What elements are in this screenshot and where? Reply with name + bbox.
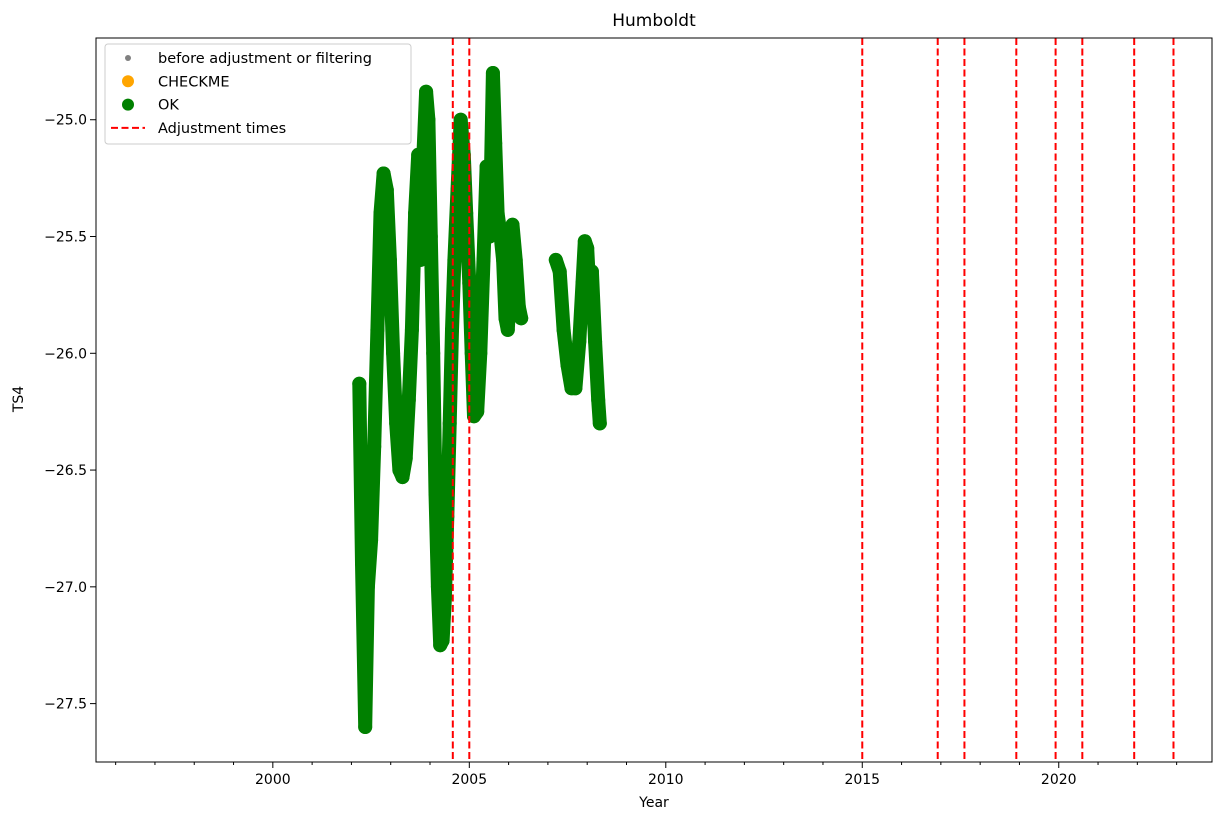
data-point xyxy=(352,376,367,391)
y-tick-label: −26.0 xyxy=(44,346,87,362)
data-point xyxy=(493,229,508,244)
data-point xyxy=(498,311,513,326)
data-point xyxy=(355,556,369,571)
data-point xyxy=(548,252,563,267)
data-point xyxy=(580,241,595,256)
data-point xyxy=(435,633,450,648)
data-point xyxy=(503,276,518,291)
data-point xyxy=(423,229,438,244)
x-axis: 2000 2005 2010 2015 2020 xyxy=(115,762,1178,788)
data-point xyxy=(376,166,391,181)
data-point xyxy=(470,404,485,419)
data-point xyxy=(398,451,413,466)
data-point xyxy=(379,182,394,197)
y-tick-label: −26.5 xyxy=(44,463,87,479)
data-point xyxy=(445,322,459,337)
data-point xyxy=(568,381,583,396)
data-point xyxy=(411,147,426,162)
legend-marker-ok xyxy=(122,98,134,111)
y-tick-label: −27.5 xyxy=(44,697,87,713)
data-point xyxy=(382,252,397,267)
legend-marker-checkme xyxy=(122,75,134,88)
legend-label: Adjustment times xyxy=(158,121,286,137)
data-point xyxy=(358,720,373,734)
x-tick-label: 2020 xyxy=(1041,772,1077,788)
data-point xyxy=(421,112,436,127)
data-point xyxy=(473,346,488,361)
data-point xyxy=(496,252,511,267)
data-point xyxy=(428,486,443,501)
data-point xyxy=(447,252,462,267)
legend-marker-before-adjustment xyxy=(125,55,131,61)
data-point xyxy=(370,322,385,337)
data-point xyxy=(505,217,520,232)
data-point xyxy=(386,346,401,361)
x-tick-label: 2005 xyxy=(451,772,487,788)
data-point xyxy=(500,322,515,337)
y-axis: −27.5 −27.0 −26.5 −26.0 −25.5 −25.0 xyxy=(44,113,96,713)
y-tick-label: −27.0 xyxy=(44,580,87,596)
data-point xyxy=(437,591,452,606)
data-point xyxy=(373,206,388,221)
x-tick-label: 2015 xyxy=(844,772,880,788)
data-point xyxy=(404,322,419,337)
data-point xyxy=(442,416,457,431)
data-point xyxy=(560,358,575,372)
data-point xyxy=(584,264,599,279)
data-point xyxy=(482,229,497,244)
data-point xyxy=(360,579,375,594)
data-point xyxy=(592,416,607,431)
chart-title: Humboldt xyxy=(612,11,696,31)
data-point xyxy=(415,159,430,174)
y-axis-label: TS4 xyxy=(11,386,27,413)
x-tick-label: 2010 xyxy=(648,772,684,788)
data-point xyxy=(408,206,423,221)
data-point xyxy=(450,182,465,197)
data-point xyxy=(552,264,567,279)
data-point xyxy=(401,393,416,407)
data-point xyxy=(490,206,505,221)
data-point xyxy=(511,299,526,314)
y-tick-label: −25.5 xyxy=(44,230,87,246)
data-point xyxy=(508,252,523,267)
legend-label: CHECKME xyxy=(158,74,230,90)
data-point xyxy=(488,136,503,151)
data-point xyxy=(575,276,590,291)
data-point xyxy=(395,470,410,485)
data-point xyxy=(479,159,494,174)
data-point xyxy=(591,393,606,407)
data-point xyxy=(413,252,428,267)
data-point xyxy=(419,84,434,99)
legend: before adjustment or filtering CHECKME OK A… xyxy=(104,43,412,145)
data-point xyxy=(364,533,379,548)
data-point xyxy=(588,334,603,349)
x-axis-label: Year xyxy=(638,795,669,811)
data-point xyxy=(367,439,382,454)
legend-box xyxy=(104,43,412,145)
data-point xyxy=(430,579,445,594)
data-point xyxy=(426,346,441,361)
data-point xyxy=(572,334,587,349)
data-point xyxy=(582,287,597,302)
data-point xyxy=(453,112,468,127)
data-point xyxy=(556,322,571,337)
plot-frame xyxy=(95,37,1213,763)
data-point xyxy=(440,509,455,524)
data-point xyxy=(476,252,491,267)
data-point xyxy=(514,311,529,326)
legend-label: before adjustment or filtering xyxy=(158,51,372,67)
plot-area xyxy=(352,38,1175,762)
x-tick-label: 2000 xyxy=(255,772,291,788)
data-point xyxy=(389,416,404,431)
data-point xyxy=(459,206,474,221)
legend-label: OK xyxy=(158,98,179,114)
data-point xyxy=(456,147,471,162)
data-point xyxy=(485,66,500,80)
y-tick-label: −25.0 xyxy=(44,113,87,129)
